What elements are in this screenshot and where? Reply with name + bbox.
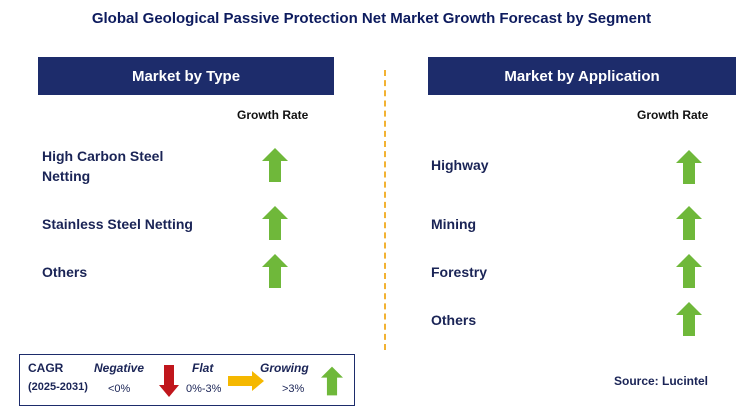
- legend-growing-range: >3%: [282, 383, 305, 395]
- panel-divider: [384, 70, 386, 350]
- up-arrow-icon: [262, 148, 288, 182]
- application-item-others: Others: [431, 312, 477, 328]
- type-item-stainless-steel-netting: Stainless Steel Netting: [42, 216, 193, 232]
- legend-negative-range: <0%: [108, 383, 131, 395]
- application-item-mining: Mining: [431, 216, 477, 232]
- up-arrow-icon: [676, 206, 702, 240]
- type-growth-rate-label: Growth Rate: [237, 108, 309, 122]
- up-arrow-icon: [676, 302, 702, 336]
- application-item-highway: Highway: [431, 157, 489, 173]
- legend-cagr-label: CAGR: [28, 361, 64, 375]
- legend-growing-label: Growing: [260, 361, 309, 375]
- up-arrow-icon: [676, 254, 702, 288]
- up-arrow-icon: [321, 366, 343, 396]
- up-arrow-icon: [676, 150, 702, 184]
- type-panel-header: Market by Type: [38, 57, 334, 95]
- right-arrow-icon: [228, 371, 264, 391]
- application-item-forestry: Forestry: [431, 264, 488, 280]
- legend-negative-label: Negative: [94, 361, 145, 375]
- legend-years-label: (2025-2031): [28, 381, 88, 393]
- legend-flat-label: Flat: [192, 361, 214, 375]
- type-item-high-carbon-steel-netting: High Carbon Steel Netting: [42, 148, 164, 184]
- page-title: Global Geological Passive Protection Net…: [91, 10, 652, 27]
- up-arrow-icon: [262, 254, 288, 288]
- down-arrow-icon: [159, 365, 179, 397]
- cagr-legend: CAGR (2025-2031) Negative <0% Flat 0%-3%…: [19, 354, 355, 406]
- up-arrow-icon: [262, 206, 288, 240]
- type-item-others: Others: [42, 264, 88, 280]
- application-growth-rate-label: Growth Rate: [637, 108, 709, 122]
- source-credit: Source: Lucintel: [614, 374, 709, 388]
- application-panel-header: Market by Application: [428, 57, 736, 95]
- legend-flat-range: 0%-3%: [186, 383, 222, 395]
